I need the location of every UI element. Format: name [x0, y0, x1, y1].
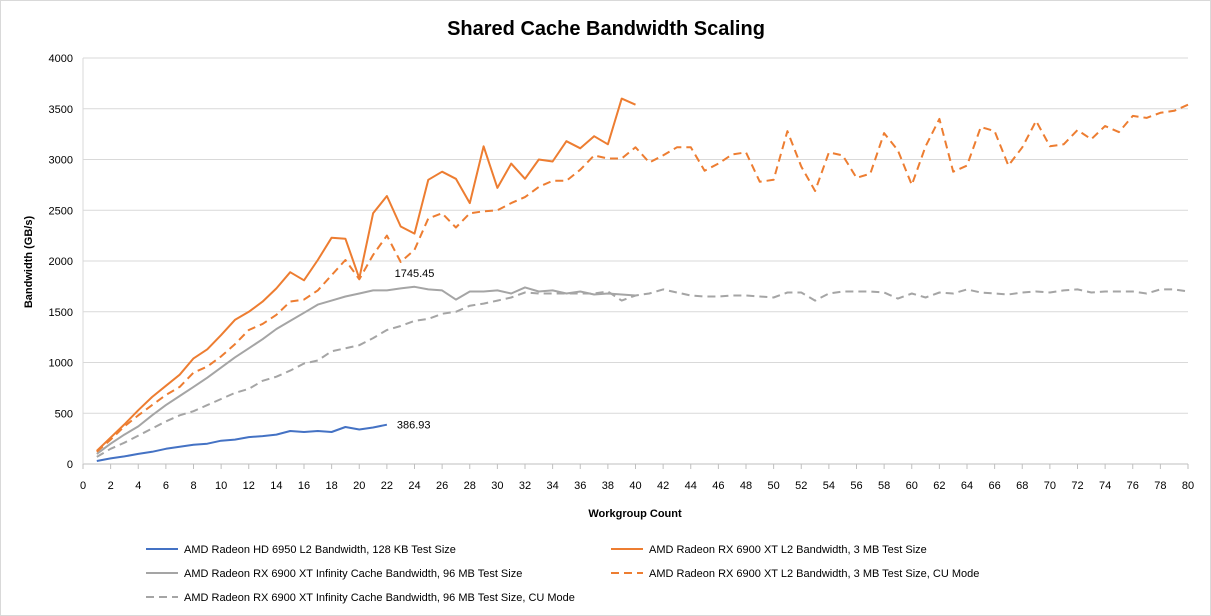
x-tick-label: 50 — [768, 480, 780, 492]
x-tick-label: 18 — [326, 480, 338, 492]
x-tick-label: 80 — [1182, 480, 1194, 492]
y-tick-label: 4000 — [49, 53, 73, 65]
x-tick-label: 64 — [961, 480, 973, 492]
x-tick-label: 22 — [381, 480, 393, 492]
legend-entry-3: AMD Radeon RX 6900 XT Infinity Cache Ban… — [146, 568, 522, 580]
legend-label: AMD Radeon RX 6900 XT L2 Bandwidth, 3 MB… — [649, 544, 927, 556]
legend-label: AMD Radeon RX 6900 XT L2 Bandwidth, 3 MB… — [649, 568, 979, 580]
series-1-end-label: 386.93 — [397, 420, 431, 432]
y-tick-label: 0 — [67, 459, 73, 471]
x-tick-label: 24 — [408, 480, 420, 492]
x-tick-label: 16 — [298, 480, 310, 492]
x-tick-label: 40 — [629, 480, 641, 492]
x-tick-label: 26 — [436, 480, 448, 492]
x-tick-label: 20 — [353, 480, 365, 492]
x-tick-label: 48 — [740, 480, 752, 492]
x-tick-label: 62 — [933, 480, 945, 492]
x-tick-label: 30 — [491, 480, 503, 492]
x-tick-label: 72 — [1071, 480, 1083, 492]
chart-title: Shared Cache Bandwidth Scaling — [447, 18, 765, 40]
y-tick-label: 3500 — [49, 104, 73, 116]
x-tick-label: 52 — [795, 480, 807, 492]
x-tick-label: 34 — [547, 480, 559, 492]
legend-label: AMD Radeon HD 6950 L2 Bandwidth, 128 KB … — [184, 544, 456, 556]
x-tick-label: 36 — [574, 480, 586, 492]
series-3-peak-label: 1745.45 — [395, 268, 435, 280]
x-tick-label: 58 — [878, 480, 890, 492]
series-line-1 — [96, 423, 388, 462]
x-tick-label: 68 — [1016, 480, 1028, 492]
x-axis-title: Workgroup Count — [588, 508, 682, 520]
y-tick-label: 3000 — [49, 155, 73, 167]
legend-entry-5: AMD Radeon RX 6900 XT Infinity Cache Ban… — [146, 592, 575, 604]
x-tick-label: 6 — [163, 480, 169, 492]
x-tick-label: 42 — [657, 480, 669, 492]
x-tick-label: 0 — [80, 480, 86, 492]
legend-entry-1: AMD Radeon HD 6950 L2 Bandwidth, 128 KB … — [146, 544, 456, 556]
y-tick-label: 1500 — [49, 307, 73, 319]
x-tick-label: 74 — [1099, 480, 1111, 492]
legend-label: AMD Radeon RX 6900 XT Infinity Cache Ban… — [184, 592, 575, 604]
x-tick-label: 38 — [602, 480, 614, 492]
y-tick-label: 1000 — [49, 358, 73, 370]
x-tick-label: 66 — [989, 480, 1001, 492]
y-tick-label: 2500 — [49, 205, 73, 217]
x-tick-label: 54 — [823, 480, 835, 492]
series-line-3 — [96, 285, 636, 455]
x-tick-label: 4 — [135, 480, 141, 492]
x-tick-label: 10 — [215, 480, 227, 492]
y-tick-label: 500 — [55, 408, 73, 420]
y-tick-label: 2000 — [49, 256, 73, 268]
series-lines — [96, 97, 1189, 462]
x-tick-label: 60 — [906, 480, 918, 492]
data-labels: 386.93 1745.45 — [395, 268, 435, 432]
x-tick-label: 2 — [108, 480, 114, 492]
x-tick-label: 78 — [1154, 480, 1166, 492]
x-tick-label: 32 — [519, 480, 531, 492]
x-tick-label: 12 — [243, 480, 255, 492]
x-tick-label: 14 — [270, 480, 282, 492]
x-tick-label: 76 — [1127, 480, 1139, 492]
legend-entry-2: AMD Radeon RX 6900 XT L2 Bandwidth, 3 MB… — [611, 544, 927, 556]
x-tick-label: 44 — [685, 480, 697, 492]
series-line-4 — [96, 103, 1189, 453]
x-tick-label: 46 — [712, 480, 724, 492]
y-axis-title: Bandwidth (GB/s) — [23, 216, 35, 309]
gridlines — [83, 57, 1188, 465]
legend-label: AMD Radeon RX 6900 XT Infinity Cache Ban… — [184, 568, 522, 580]
legend: AMD Radeon HD 6950 L2 Bandwidth, 128 KB … — [146, 544, 979, 604]
x-tick-label: 8 — [190, 480, 196, 492]
x-tick-label: 56 — [850, 480, 862, 492]
series-line-2 — [96, 97, 636, 452]
series-line-5 — [96, 288, 1189, 458]
legend-entry-4: AMD Radeon RX 6900 XT L2 Bandwidth, 3 MB… — [611, 568, 979, 580]
x-tick-label: 70 — [1044, 480, 1056, 492]
x-tick-label: 28 — [464, 480, 476, 492]
